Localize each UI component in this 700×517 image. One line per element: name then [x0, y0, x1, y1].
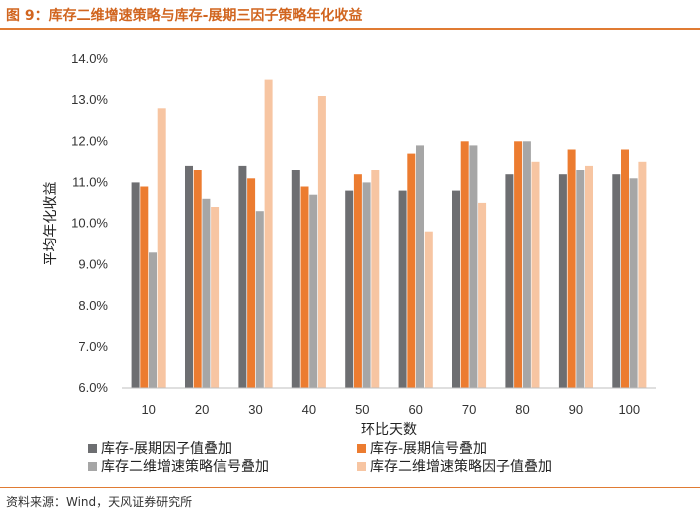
bar — [621, 149, 629, 388]
bar — [202, 198, 211, 388]
bar — [300, 186, 309, 388]
bar — [407, 153, 416, 388]
bar — [247, 178, 256, 388]
x-tick-label: 80 — [515, 402, 529, 417]
bar — [478, 202, 487, 388]
y-axis-ticks: 6.0% 7.0% 8.0% 9.0% 10.0% 11.0% 12.0% 13.0% 14.0… — [71, 51, 108, 395]
legend-label: 库存二维增速策略因子值叠加 — [370, 458, 552, 475]
legend-swatch — [357, 444, 366, 453]
y-tick-label: 9.0% — [78, 257, 108, 272]
x-axis-title: 环比天数 — [361, 422, 417, 438]
bar — [264, 79, 273, 388]
bar — [317, 96, 326, 388]
title-bar: 图 9：库存二维增速策略与库存-展期三因子策略年化收益 — [0, 0, 700, 30]
footer-divider — [0, 487, 700, 488]
legend-label: 库存二维增速策略信号叠加 — [101, 458, 269, 475]
bar — [362, 182, 371, 388]
bar — [353, 174, 362, 388]
x-tick-label: 70 — [462, 402, 476, 417]
y-tick-label: 13.0% — [71, 92, 108, 107]
x-tick-label: 20 — [195, 402, 209, 417]
y-tick-label: 7.0% — [78, 339, 108, 354]
bar — [309, 194, 318, 388]
x-tick-label: 100 — [618, 402, 640, 417]
y-tick-label: 8.0% — [78, 298, 108, 313]
bar — [131, 182, 140, 388]
bar — [149, 252, 157, 388]
legend-swatch — [88, 462, 97, 471]
bar — [585, 165, 593, 388]
x-tick-label: 30 — [248, 402, 262, 417]
bar — [140, 186, 149, 388]
bar — [505, 174, 514, 388]
bar — [558, 174, 567, 388]
x-tick-label: 60 — [408, 402, 422, 417]
bar — [371, 170, 380, 388]
bar — [291, 170, 300, 388]
bar — [522, 141, 531, 389]
bar — [238, 165, 247, 388]
bar — [255, 211, 264, 388]
bar — [345, 190, 354, 388]
x-tick-label: 40 — [302, 402, 316, 417]
bar — [567, 149, 576, 388]
bar — [531, 161, 540, 388]
y-tick-label: 14.0% — [71, 51, 108, 66]
bar — [157, 108, 166, 389]
bar — [629, 178, 638, 388]
y-tick-label: 12.0% — [71, 133, 108, 148]
bar — [638, 161, 647, 388]
x-tick-label: 10 — [141, 402, 155, 417]
title-divider — [0, 28, 700, 30]
bar — [612, 174, 621, 388]
legend-swatch — [88, 444, 97, 453]
x-tick-label: 50 — [355, 402, 369, 417]
source-note: 资料来源：Wind，天风证券研究所 — [6, 495, 193, 509]
bar — [514, 141, 523, 389]
bar — [424, 231, 433, 388]
bar — [576, 170, 585, 388]
x-axis-ticks: 10 20 30 40 50 60 70 80 90 100 — [141, 402, 640, 417]
chart-title: 图 9：库存二维增速策略与库存-展期三因子策略年化收益 — [6, 8, 363, 24]
bar — [193, 170, 202, 388]
bar — [398, 190, 407, 388]
y-tick-label: 10.0% — [71, 216, 108, 231]
y-axis-title: 平均年化收益 — [43, 182, 59, 266]
y-tick-label: 11.0% — [72, 174, 108, 189]
y-tick-label: 6.0% — [78, 380, 108, 395]
legend-label: 库存-展期因子值叠加 — [101, 441, 232, 457]
bar — [211, 207, 220, 388]
chart: 6.0% 7.0% 8.0% 9.0% 10.0% 11.0% 12.0% 13.0% 14.0… — [43, 51, 656, 475]
legend-label: 库存-展期信号叠加 — [370, 441, 487, 457]
bar — [416, 145, 424, 388]
legend-swatch — [357, 462, 366, 471]
bar — [469, 145, 478, 388]
bar — [460, 141, 469, 389]
x-tick-label: 90 — [569, 402, 583, 417]
bars — [131, 79, 647, 389]
bar — [452, 190, 460, 388]
bar — [185, 165, 193, 388]
